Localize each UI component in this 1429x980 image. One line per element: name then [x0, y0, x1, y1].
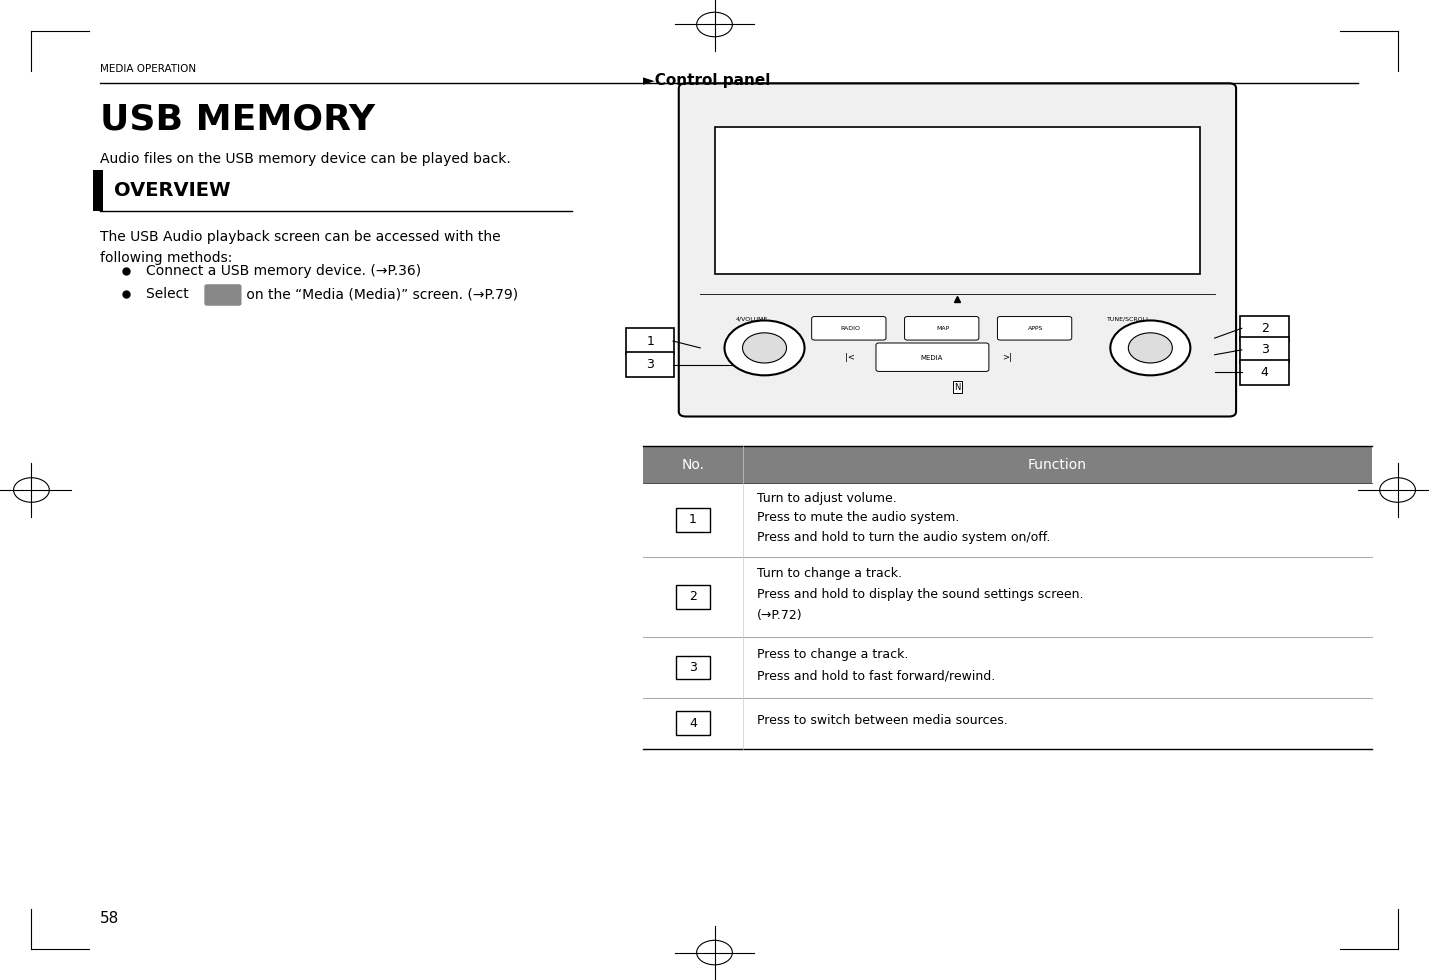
Text: 3: 3 — [646, 358, 654, 371]
FancyBboxPatch shape — [676, 508, 710, 531]
FancyBboxPatch shape — [812, 317, 886, 340]
Text: 4: 4 — [689, 716, 697, 730]
Text: APPS: APPS — [1029, 325, 1043, 331]
Circle shape — [743, 333, 786, 363]
Text: Turn to change a track.: Turn to change a track. — [757, 567, 902, 580]
FancyBboxPatch shape — [676, 711, 710, 735]
FancyBboxPatch shape — [1240, 337, 1289, 363]
FancyBboxPatch shape — [905, 317, 979, 340]
Text: Press and hold to turn the audio system on/off.: Press and hold to turn the audio system … — [757, 531, 1050, 544]
Text: 1: 1 — [689, 514, 697, 526]
FancyBboxPatch shape — [997, 317, 1072, 340]
Bar — [643, 446, 1372, 483]
Bar — [643, 483, 1372, 557]
Text: The USB Audio playback screen can be accessed with the
following methods:: The USB Audio playback screen can be acc… — [100, 230, 500, 265]
Text: on the “Media (Media)” screen. (→P.79): on the “Media (Media)” screen. (→P.79) — [242, 287, 517, 301]
Text: >|: >| — [1003, 353, 1012, 363]
Text: Audio files on the USB memory device can be played back.: Audio files on the USB memory device can… — [100, 152, 510, 166]
Text: 2: 2 — [1260, 321, 1269, 335]
Text: Turn to adjust volume.: Turn to adjust volume. — [757, 492, 897, 505]
Text: Select: Select — [146, 287, 193, 301]
Text: MAP: MAP — [936, 325, 950, 331]
Text: Press and hold to display the sound settings screen.: Press and hold to display the sound sett… — [757, 588, 1083, 601]
Circle shape — [1129, 333, 1172, 363]
Bar — [643, 637, 1372, 698]
FancyBboxPatch shape — [1240, 316, 1289, 341]
Text: RADIO: RADIO — [840, 325, 860, 331]
Text: Press to switch between media sources.: Press to switch between media sources. — [757, 713, 1007, 727]
Text: 4/VOLUME: 4/VOLUME — [736, 316, 769, 321]
Text: Press to change a track.: Press to change a track. — [757, 648, 909, 661]
Text: 3: 3 — [689, 661, 697, 674]
Text: USB MEMORY: USB MEMORY — [100, 103, 374, 137]
Text: Press and hold to fast forward/rewind.: Press and hold to fast forward/rewind. — [757, 669, 996, 682]
Text: OVERVIEW: OVERVIEW — [114, 180, 231, 200]
Text: 2: 2 — [689, 590, 697, 604]
Text: 3: 3 — [1260, 343, 1269, 357]
Text: TUNE/SCROLL: TUNE/SCROLL — [1107, 316, 1152, 321]
Text: Function: Function — [1027, 458, 1087, 471]
Circle shape — [1110, 320, 1190, 375]
Text: 4: 4 — [1260, 366, 1269, 379]
Text: (→P.72): (→P.72) — [757, 610, 803, 622]
FancyBboxPatch shape — [626, 328, 674, 354]
Bar — [643, 698, 1372, 749]
FancyBboxPatch shape — [676, 585, 710, 609]
Bar — [93, 170, 103, 211]
Text: 58: 58 — [100, 911, 119, 926]
Text: Connect a USB memory device. (→P.36): Connect a USB memory device. (→P.36) — [146, 265, 422, 278]
Text: No.: No. — [682, 458, 704, 471]
FancyBboxPatch shape — [876, 343, 989, 371]
Bar — [714, 127, 1200, 274]
FancyBboxPatch shape — [1240, 360, 1289, 385]
FancyBboxPatch shape — [676, 656, 710, 679]
FancyBboxPatch shape — [626, 352, 674, 377]
Text: ►Control panel: ►Control panel — [643, 74, 770, 88]
FancyBboxPatch shape — [679, 83, 1236, 416]
Circle shape — [725, 320, 805, 375]
Text: Press to mute the audio system.: Press to mute the audio system. — [757, 512, 960, 524]
Text: MEDIA OPERATION: MEDIA OPERATION — [100, 64, 196, 74]
Text: |<: |< — [846, 353, 855, 363]
Text: 1: 1 — [646, 334, 654, 348]
Bar — [643, 557, 1372, 637]
FancyBboxPatch shape — [204, 284, 242, 306]
Text: MEDIA: MEDIA — [920, 355, 943, 361]
Text: N: N — [955, 382, 960, 392]
